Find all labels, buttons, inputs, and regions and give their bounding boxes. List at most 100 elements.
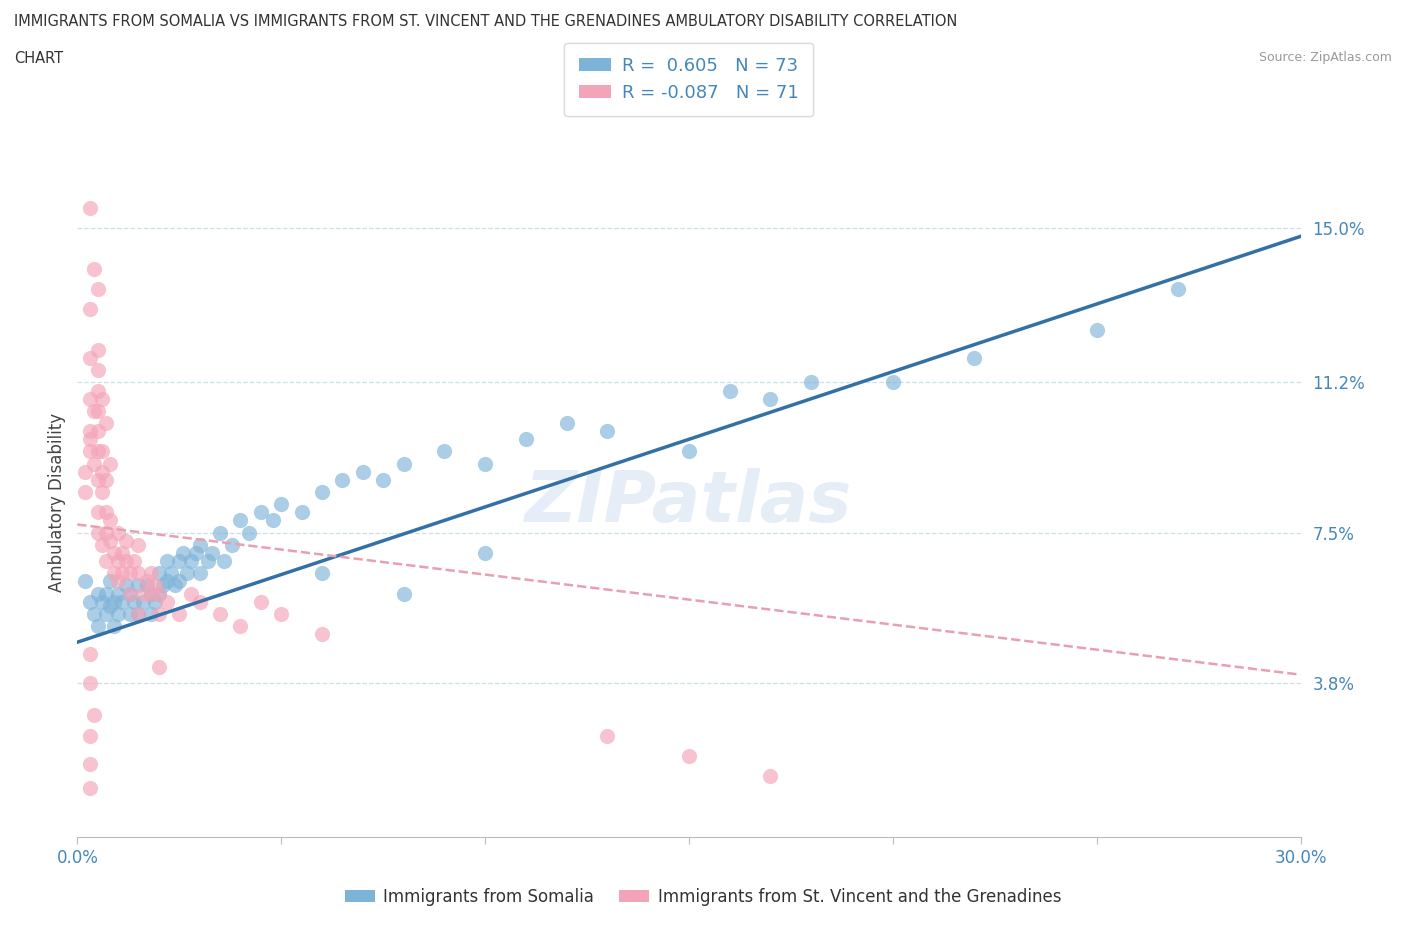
Text: CHART: CHART xyxy=(14,51,63,66)
Point xyxy=(143,594,166,609)
Point xyxy=(759,769,782,784)
Point xyxy=(212,553,235,568)
Point xyxy=(87,383,110,398)
Point xyxy=(311,485,333,499)
Point xyxy=(107,574,129,589)
Point xyxy=(90,464,112,479)
Point xyxy=(115,578,138,592)
Point xyxy=(250,505,273,520)
Point xyxy=(371,472,394,487)
Point xyxy=(94,606,117,621)
Point xyxy=(229,618,252,633)
Point xyxy=(184,546,207,561)
Point xyxy=(79,201,101,216)
Legend: R =  0.605   N = 73, R = -0.087   N = 71: R = 0.605 N = 73, R = -0.087 N = 71 xyxy=(564,43,814,116)
Point xyxy=(208,606,231,621)
Point xyxy=(156,594,179,609)
Point xyxy=(180,553,202,568)
Point xyxy=(160,565,183,580)
Point xyxy=(107,553,129,568)
Point xyxy=(759,392,782,406)
Point xyxy=(596,424,619,439)
Point xyxy=(94,416,117,431)
Point xyxy=(188,594,211,609)
Point xyxy=(800,375,823,390)
Point xyxy=(290,505,312,520)
Point xyxy=(79,392,101,406)
Point xyxy=(83,708,105,723)
Point xyxy=(103,618,125,633)
Point xyxy=(83,404,105,418)
Point xyxy=(148,586,170,601)
Point xyxy=(115,553,138,568)
Point xyxy=(165,578,187,592)
Point xyxy=(169,553,191,568)
Point xyxy=(238,525,260,540)
Point xyxy=(94,525,117,540)
Point xyxy=(79,728,101,743)
Point xyxy=(474,457,496,472)
Point xyxy=(79,781,101,796)
Point xyxy=(555,416,578,431)
Point xyxy=(83,457,105,472)
Y-axis label: Ambulatory Disability: Ambulatory Disability xyxy=(48,413,66,591)
Point xyxy=(90,444,112,458)
Point xyxy=(180,586,202,601)
Point xyxy=(392,586,415,601)
Point xyxy=(139,586,162,601)
Point xyxy=(148,606,170,621)
Point xyxy=(124,594,146,609)
Point xyxy=(131,586,153,601)
Point xyxy=(90,594,112,609)
Point xyxy=(352,464,374,479)
Text: IMMIGRANTS FROM SOMALIA VS IMMIGRANTS FROM ST. VINCENT AND THE GRENADINES AMBULA: IMMIGRANTS FROM SOMALIA VS IMMIGRANTS FR… xyxy=(14,14,957,29)
Point xyxy=(172,546,194,561)
Point xyxy=(103,546,125,561)
Point xyxy=(79,444,101,458)
Point xyxy=(332,472,354,487)
Point xyxy=(120,565,142,580)
Point xyxy=(87,282,110,297)
Point xyxy=(156,574,179,589)
Point xyxy=(596,728,619,743)
Point xyxy=(79,432,101,446)
Point xyxy=(188,538,211,552)
Point xyxy=(98,513,121,528)
Point xyxy=(107,586,129,601)
Point xyxy=(94,586,117,601)
Point xyxy=(270,497,292,512)
Point xyxy=(75,574,97,589)
Point xyxy=(83,261,105,276)
Point xyxy=(87,618,110,633)
Point xyxy=(139,565,162,580)
Point xyxy=(433,444,456,458)
Point xyxy=(148,659,170,674)
Point xyxy=(79,675,101,690)
Point xyxy=(156,553,179,568)
Point xyxy=(201,546,224,561)
Point xyxy=(94,505,117,520)
Point xyxy=(148,565,170,580)
Point xyxy=(75,464,97,479)
Point xyxy=(94,472,117,487)
Point xyxy=(111,546,134,561)
Point xyxy=(250,594,273,609)
Point xyxy=(139,586,162,601)
Point xyxy=(98,574,121,589)
Text: ZIPatlas: ZIPatlas xyxy=(526,468,852,537)
Point xyxy=(229,513,252,528)
Point xyxy=(311,565,333,580)
Point xyxy=(515,432,537,446)
Point xyxy=(139,606,162,621)
Point xyxy=(79,302,101,317)
Point xyxy=(1167,282,1189,297)
Point xyxy=(90,392,112,406)
Point xyxy=(678,749,700,764)
Point xyxy=(87,424,110,439)
Point xyxy=(148,586,170,601)
Point xyxy=(169,574,191,589)
Point xyxy=(87,472,110,487)
Point xyxy=(90,485,112,499)
Point xyxy=(79,756,101,771)
Point xyxy=(221,538,243,552)
